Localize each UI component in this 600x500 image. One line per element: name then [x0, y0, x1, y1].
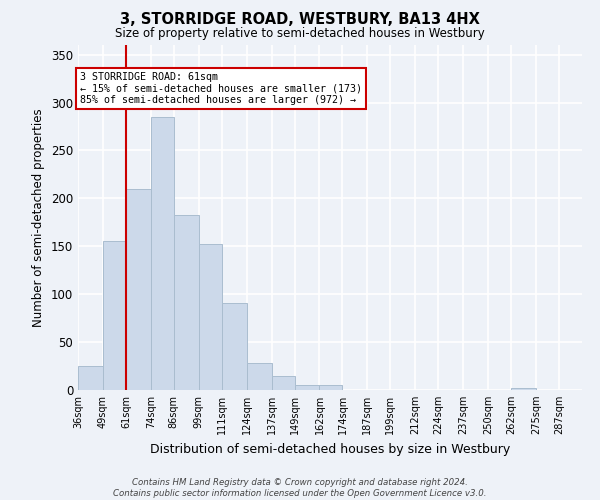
X-axis label: Distribution of semi-detached houses by size in Westbury: Distribution of semi-detached houses by … — [150, 442, 510, 456]
Bar — [126, 188, 151, 390]
Bar — [511, 388, 536, 390]
Bar — [319, 385, 343, 390]
Bar — [247, 363, 272, 390]
Bar — [272, 376, 295, 390]
Text: Size of property relative to semi-detached houses in Westbury: Size of property relative to semi-detach… — [115, 28, 485, 40]
Text: 3, STORRIDGE ROAD, WESTBURY, BA13 4HX: 3, STORRIDGE ROAD, WESTBURY, BA13 4HX — [120, 12, 480, 28]
Bar — [151, 117, 174, 390]
Text: Contains HM Land Registry data © Crown copyright and database right 2024.
Contai: Contains HM Land Registry data © Crown c… — [113, 478, 487, 498]
Bar — [78, 366, 103, 390]
Bar — [295, 385, 319, 390]
Y-axis label: Number of semi-detached properties: Number of semi-detached properties — [32, 108, 46, 327]
Bar — [199, 244, 222, 390]
Bar — [222, 303, 247, 390]
Bar — [174, 214, 199, 390]
Text: 3 STORRIDGE ROAD: 61sqm
← 15% of semi-detached houses are smaller (173)
85% of s: 3 STORRIDGE ROAD: 61sqm ← 15% of semi-de… — [80, 72, 362, 105]
Bar — [103, 242, 126, 390]
